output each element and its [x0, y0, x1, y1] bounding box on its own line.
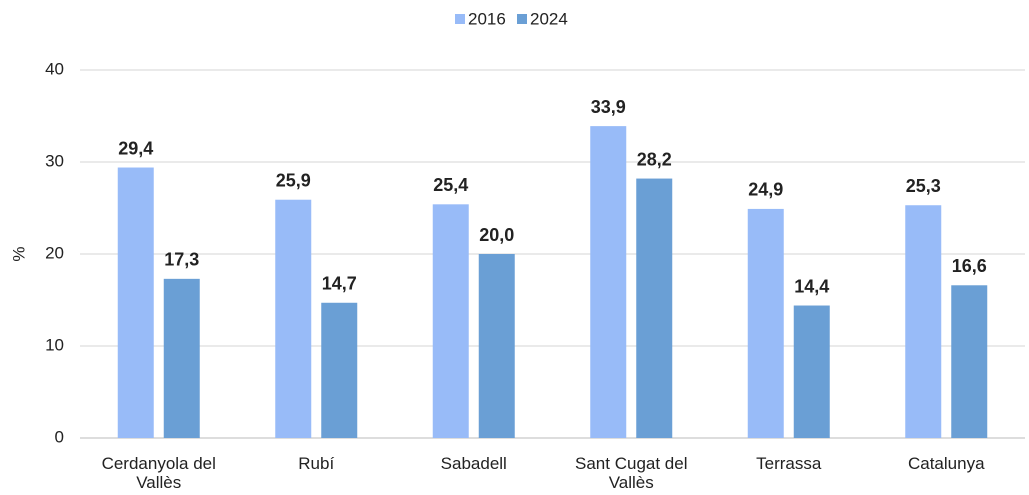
value-label: 25,3 [906, 176, 941, 196]
x-tick-label: Cerdanyola del Vallès [101, 454, 216, 492]
bar [432, 204, 469, 438]
value-label: 25,9 [276, 170, 311, 190]
bar [163, 278, 200, 438]
bar [747, 208, 784, 438]
bar [321, 302, 358, 438]
x-tick-label: Sabadell [440, 454, 507, 473]
y-tick-label: 40 [45, 59, 64, 78]
x-tick-label: Terrassa [756, 454, 822, 473]
value-label: 17,3 [164, 250, 199, 270]
bar [636, 178, 673, 438]
y-axis-label: % [9, 246, 28, 261]
legend-swatch [517, 14, 527, 24]
bar [590, 126, 627, 439]
x-tick-label: Sant Cugat del Vallès [575, 454, 688, 492]
value-label: 28,2 [637, 149, 672, 169]
y-tick-label: 20 [45, 243, 64, 262]
y-tick-label: 30 [45, 151, 64, 170]
bar [478, 254, 515, 438]
legend-label: 2016 [468, 9, 506, 28]
y-tick-label: 10 [45, 335, 64, 354]
legend-label: 2024 [530, 9, 568, 28]
value-label: 25,4 [433, 175, 468, 195]
value-label: 14,7 [322, 274, 357, 294]
value-label: 29,4 [118, 138, 153, 158]
legend-swatch [455, 14, 465, 24]
value-label: 20,0 [479, 225, 514, 245]
value-label: 24,9 [748, 180, 783, 200]
bar [275, 199, 312, 438]
y-tick-label: 0 [55, 427, 64, 446]
bar [905, 205, 942, 438]
x-tick-label: Rubí [298, 454, 335, 473]
value-label: 16,6 [952, 256, 987, 276]
bar [793, 305, 830, 438]
bar [951, 285, 988, 438]
value-label: 14,4 [794, 276, 829, 296]
value-label: 33,9 [591, 97, 626, 117]
bar [117, 167, 154, 438]
x-tick-label: Catalunya [907, 454, 985, 473]
